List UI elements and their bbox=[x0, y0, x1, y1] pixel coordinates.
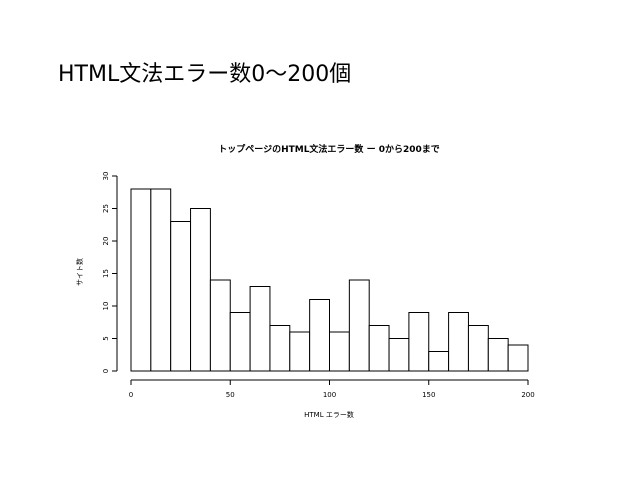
x-tick-label: 150 bbox=[422, 391, 435, 399]
histogram-bar bbox=[348, 279, 370, 372]
y-tick-label: 25 bbox=[102, 204, 110, 213]
x-tick-label: 0 bbox=[129, 391, 133, 399]
histogram-bar bbox=[269, 325, 291, 372]
x-tick-label: 50 bbox=[226, 391, 235, 399]
histogram-bar bbox=[130, 188, 152, 372]
histogram-bar bbox=[309, 299, 330, 372]
histogram-bar bbox=[428, 351, 450, 372]
histogram-bar bbox=[388, 338, 410, 372]
histogram-bar bbox=[289, 331, 311, 372]
histogram-bar bbox=[249, 286, 271, 372]
histogram-bar bbox=[170, 221, 192, 372]
x-axis: 0 50 100 150 200 bbox=[129, 379, 535, 399]
chart-title: トップページのHTML文法エラー数 ー 0から200まで bbox=[218, 143, 440, 155]
y-axis-label: サイト数 bbox=[75, 258, 84, 286]
y-tick-label: 0 bbox=[102, 369, 110, 373]
histogram-bar bbox=[329, 331, 350, 372]
histogram-bar bbox=[467, 325, 489, 372]
histogram-bar bbox=[190, 208, 211, 372]
histogram-bar bbox=[487, 338, 509, 372]
y-tick-label: 10 bbox=[102, 302, 110, 311]
histogram-bars bbox=[130, 188, 529, 372]
slide-title: HTML文法エラー数0〜200個 bbox=[58, 62, 352, 87]
x-tick-label: 200 bbox=[521, 391, 534, 399]
y-axis: 0 5 10 15 20 25 30 bbox=[102, 172, 118, 373]
histogram-bar bbox=[368, 325, 390, 372]
histogram-bar bbox=[150, 188, 172, 372]
x-axis-label: HTML エラー数 bbox=[304, 410, 354, 419]
histogram-bar bbox=[408, 312, 430, 372]
y-tick-label: 15 bbox=[102, 269, 110, 278]
histogram-bar bbox=[448, 312, 469, 372]
y-tick-label: 30 bbox=[102, 172, 110, 181]
y-tick-label: 20 bbox=[102, 237, 110, 246]
histogram-bar bbox=[209, 279, 231, 372]
histogram-bar bbox=[229, 312, 251, 372]
y-tick-label: 5 bbox=[102, 336, 110, 340]
histogram-bar bbox=[507, 344, 529, 372]
x-tick-label: 100 bbox=[323, 391, 336, 399]
